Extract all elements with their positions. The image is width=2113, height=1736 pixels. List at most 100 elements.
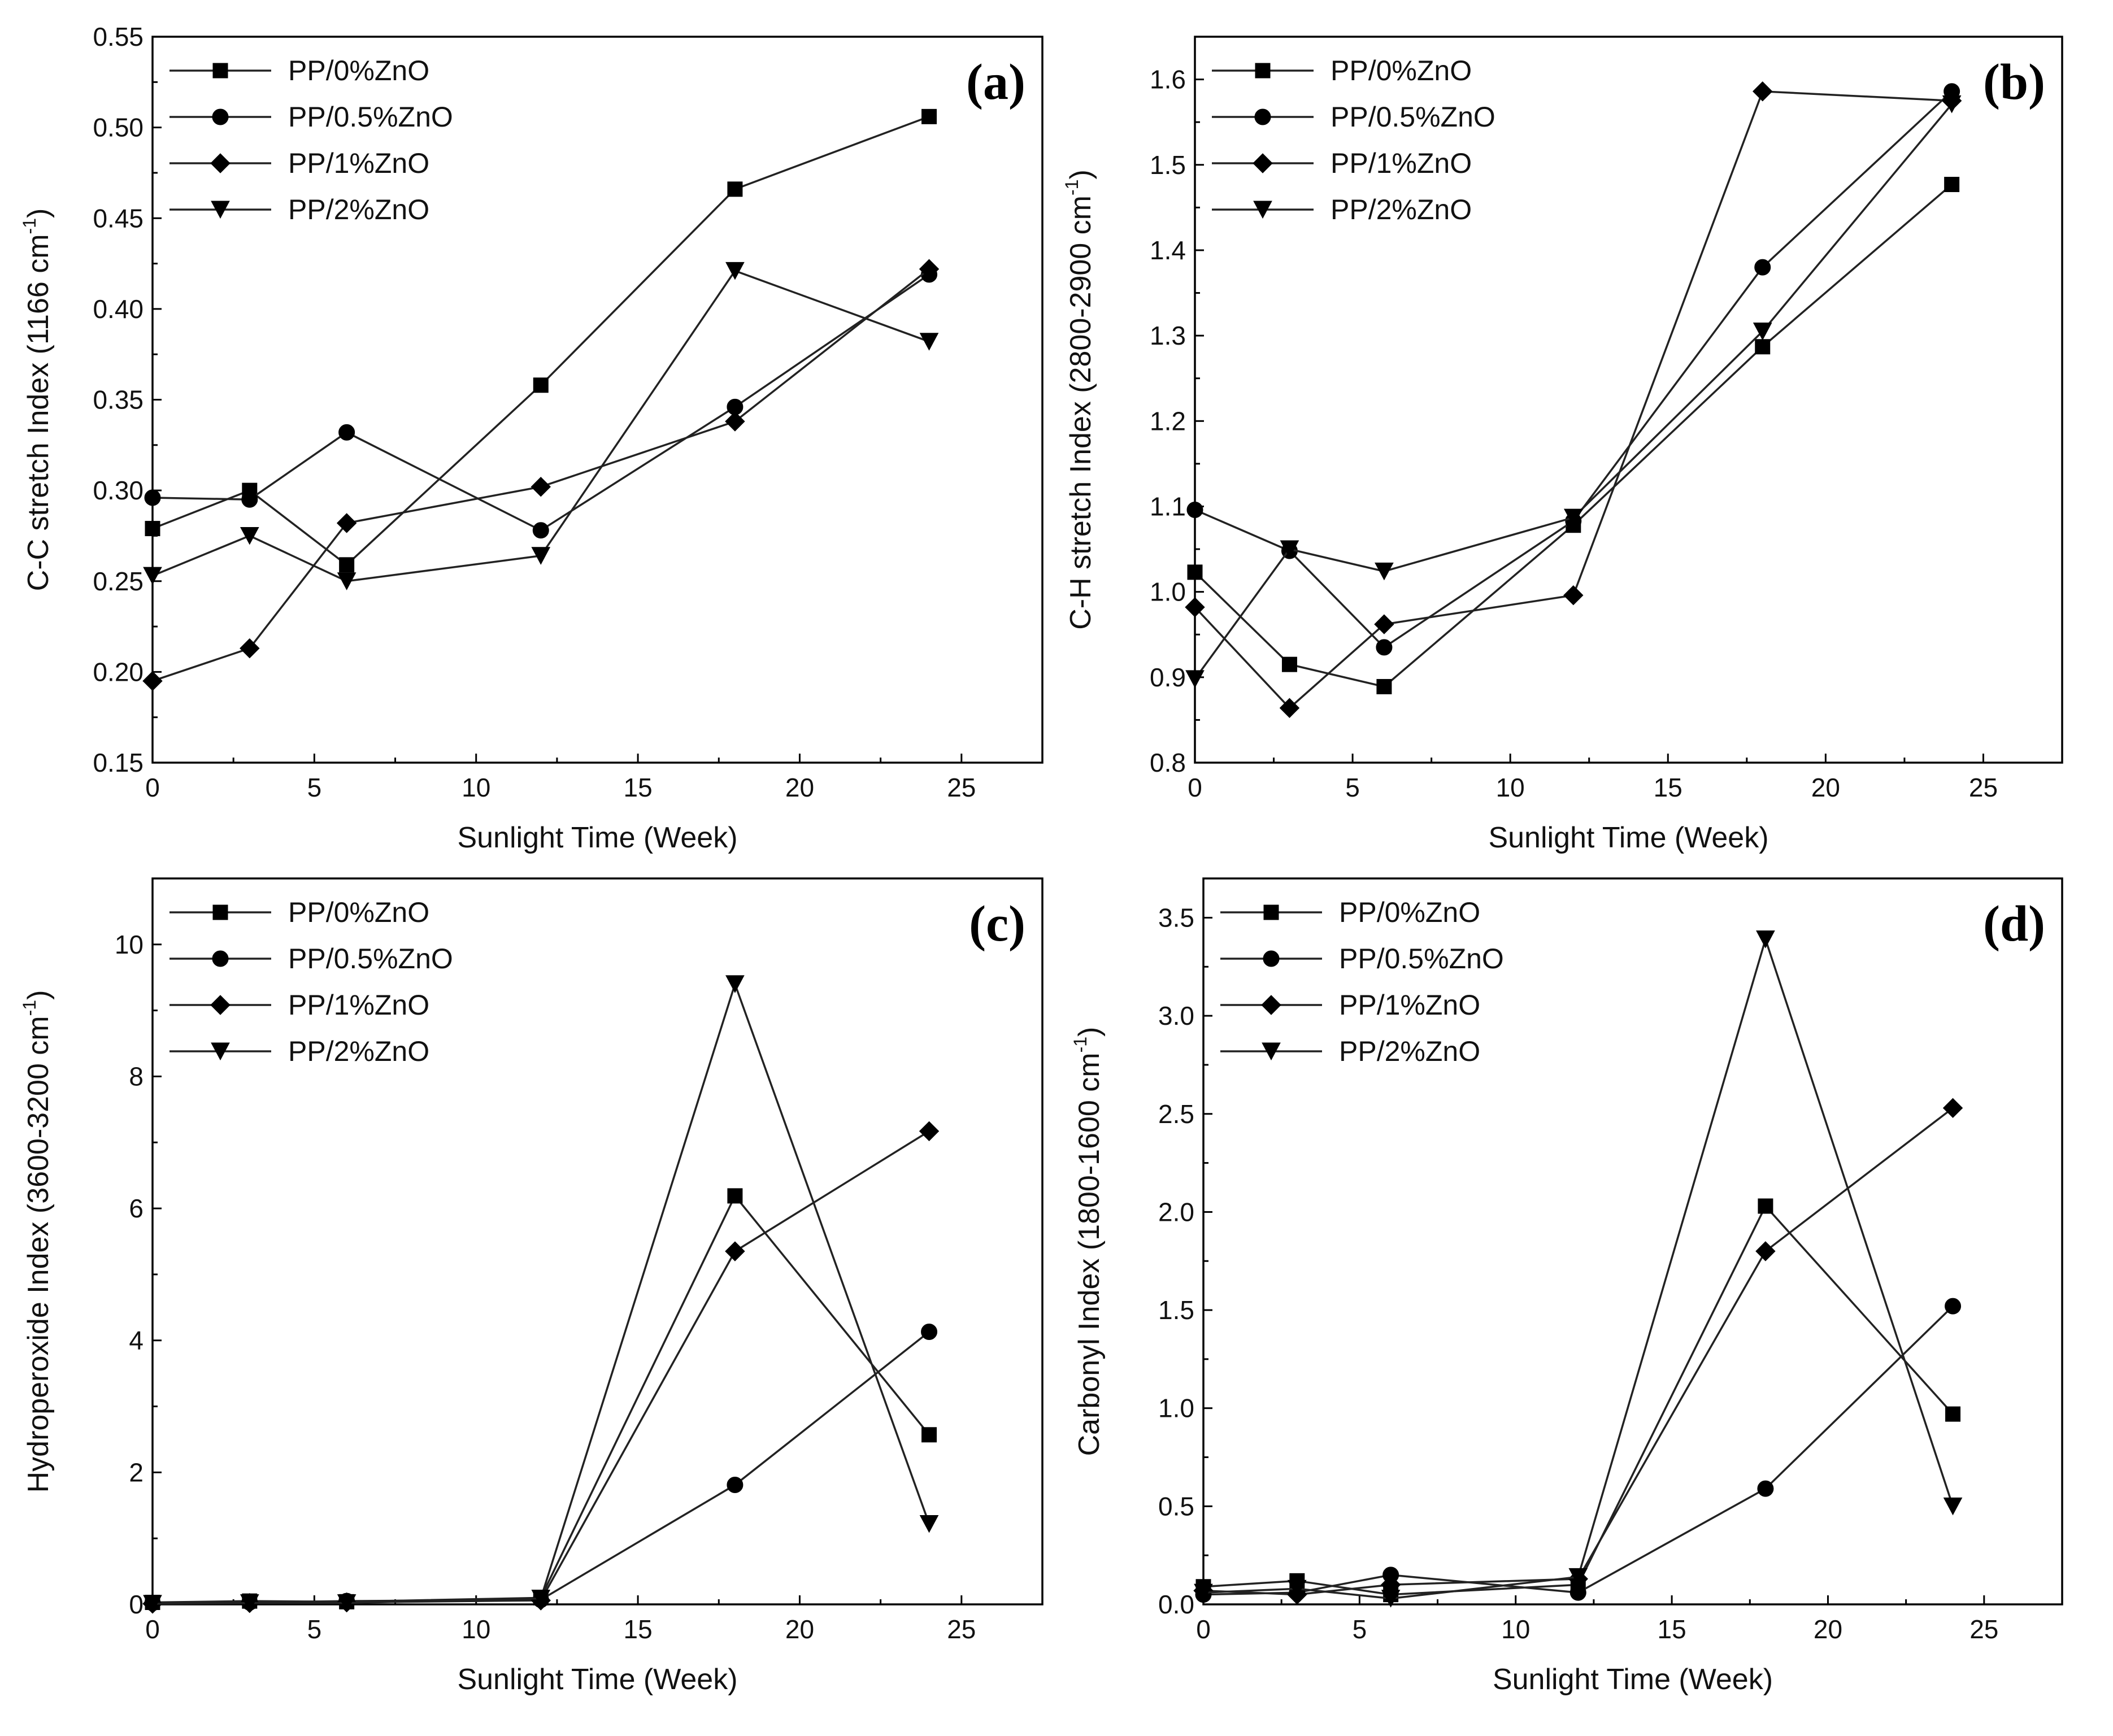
data-point-triangle-down [240, 1594, 259, 1612]
y-axis-title-sup: -1 [19, 218, 40, 234]
x-tick-label: 10 [462, 1615, 490, 1644]
data-point-triangle-down [919, 1515, 939, 1533]
legend-marker-square [212, 904, 228, 920]
legend-label: PP/0.5%ZnO [1331, 101, 1495, 133]
y-tick-label: 1.4 [1150, 236, 1186, 265]
legend-label: PP/2%ZnO [288, 1035, 429, 1067]
y-tick-label: 1.6 [1150, 65, 1186, 94]
legend: PP/0%ZnO PP/0.5%ZnO PP/1%ZnO PP/2%ZnO [1220, 897, 1504, 1067]
series-3 [1185, 95, 1962, 688]
legend-marker-diamond [1261, 995, 1281, 1015]
data-point-square [1945, 1406, 1961, 1422]
legend-marker-square [212, 63, 228, 79]
y-tick-label: 0.5 [1158, 1491, 1194, 1521]
y-axis-title: Carbonyl Index (1800-1600 cm-1) [1070, 1027, 1106, 1456]
x-axis-title: Sunlight Time (Week) [457, 1663, 737, 1696]
data-point-diamond [531, 476, 551, 497]
data-point-diamond [1279, 698, 1300, 718]
x-tick-label: 15 [624, 1615, 653, 1644]
y-tick-label: 4 [129, 1326, 144, 1355]
x-tick-label: 5 [1353, 1615, 1367, 1644]
data-point-triangle-down [1563, 508, 1583, 527]
y-tick-label: 1.5 [1158, 1295, 1194, 1325]
x-tick-label: 25 [947, 773, 976, 802]
data-point-circle [241, 491, 258, 508]
series-1 [1186, 83, 1960, 656]
series-0 [145, 108, 937, 573]
legend-marker-diamond [1253, 153, 1273, 173]
y-axis-title-close: ) [1073, 1027, 1106, 1037]
data-point-triangle-down [1185, 670, 1205, 688]
data-point-diamond [1753, 81, 1773, 102]
x-tick-label: 25 [947, 1615, 976, 1644]
series-2 [1193, 1098, 1963, 1605]
y-axis-title-sup: -1 [1070, 1037, 1090, 1052]
plot-frame [151, 36, 1044, 764]
series-line [1194, 90, 1952, 710]
legend-marker-square [1255, 63, 1271, 79]
chart-panel-a: 0 5 10 15 20 25 0.15 0.20 0.25 0.30 0.35 0.40 0.45 0.… [19, 22, 1044, 854]
series-3 [143, 262, 939, 590]
series-line [1194, 103, 1953, 680]
x-tick-label: 20 [1814, 1615, 1842, 1644]
y-axis-title: C-C stretch Index (1166 cm-1) [19, 208, 55, 591]
y-tick-label: 3.0 [1158, 1001, 1194, 1030]
legend-label: PP/0%ZnO [288, 55, 429, 86]
y-tick-label: 10 [115, 930, 144, 959]
series-line [1194, 90, 1953, 649]
y-axis-title: C-H stretch Index (2800-2900 cm-1) [1062, 169, 1097, 630]
y-axis-title-sup: -1 [1062, 180, 1082, 195]
plot-frame [1194, 36, 2063, 764]
data-point-circle [1186, 502, 1203, 519]
y-tick-label: 0.8 [1150, 748, 1186, 777]
x-tick-label: 10 [462, 773, 490, 802]
x-tick-label: 10 [1501, 1615, 1530, 1644]
y-axis-title-text: C-C stretch Index (1166 cm [22, 234, 55, 591]
panel-label: (d) [1983, 896, 2045, 952]
data-point-diamond [1185, 597, 1205, 617]
y-tick-label: 0.0 [1158, 1590, 1194, 1619]
data-point-triangle-down [919, 333, 939, 351]
series-1 [144, 1324, 938, 1612]
y-axis-title-text: Hydroperoxide Index (3600-3200 cm [22, 1016, 55, 1493]
data-point-diamond [1755, 1241, 1776, 1261]
series-line [1203, 936, 1954, 1600]
y-tick-label: 1.1 [1150, 491, 1186, 521]
y-tick-label: 0.30 [93, 476, 144, 505]
panel-label: (c) [969, 896, 1025, 952]
legend-marker-triangle-down [1262, 1042, 1281, 1061]
data-point-triangle-down [1753, 323, 1772, 341]
data-point-square [921, 1427, 937, 1443]
series-line [152, 1194, 930, 1604]
data-point-circle [532, 522, 549, 539]
legend: PP/0%ZnO PP/0.5%ZnO PP/1%ZnO PP/2%ZnO [169, 55, 453, 225]
series-line [152, 269, 930, 582]
y-tick-label: 1.3 [1150, 321, 1186, 350]
series-line [152, 1331, 930, 1604]
legend-label: PP/0%ZnO [288, 897, 429, 928]
series-2 [142, 1121, 940, 1614]
data-point-circle [144, 489, 161, 506]
data-point-diamond [725, 1241, 745, 1261]
data-point-square [1758, 1198, 1773, 1214]
y-tick-label: 1.2 [1150, 406, 1186, 436]
y-axis-title-text: Carbonyl Index (1800-1600 cm [1073, 1052, 1106, 1456]
series-3 [143, 975, 939, 1613]
y-tick-label: 0 [129, 1590, 144, 1619]
panel-label: (a) [966, 54, 1025, 110]
x-tick-label: 20 [785, 1615, 814, 1644]
legend-label: PP/1%ZnO [288, 147, 429, 179]
data-point-square [1281, 656, 1297, 672]
data-point-triangle-down [1194, 1583, 1213, 1602]
data-point-circle [1376, 639, 1393, 656]
y-tick-label: 0.55 [93, 22, 144, 51]
data-point-triangle-down [1756, 930, 1775, 949]
x-tick-label: 25 [1969, 773, 1998, 802]
y-axis-title-close: ) [22, 990, 55, 1000]
legend-marker-circle [212, 108, 229, 125]
series-line [152, 981, 931, 1605]
x-axis-title: Sunlight Time (Week) [1493, 1663, 1773, 1696]
chart-panel-b: 0 5 10 15 20 25 0.8 0.9 1.0 1.1 1.2 1.3 1.4 1.5 1.6 Sun… [1062, 36, 2063, 854]
series-line [1203, 1204, 1954, 1596]
legend-label: PP/1%ZnO [1331, 147, 1472, 179]
